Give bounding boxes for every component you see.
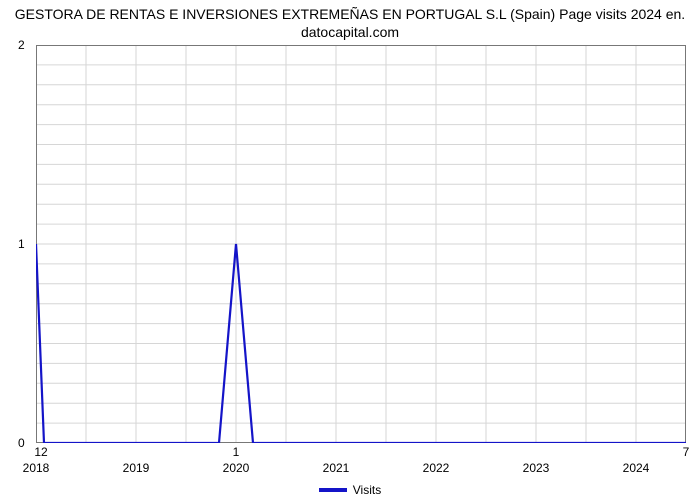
legend: Visits [0,479,700,497]
legend-swatch [319,488,347,492]
x-tick-label: 2021 [323,461,350,475]
chart-title: GESTORA DE RENTAS E INVERSIONES EXTREMEÑ… [0,6,700,41]
x-tick-label: 2024 [623,461,650,475]
chart-container: { "chart": { "type": "line", "title": "G… [0,0,700,500]
x-tick-label: 2022 [423,461,450,475]
legend-label: Visits [353,483,381,497]
y-tick-label: 2 [18,38,25,52]
chart-svg [36,45,686,443]
y-tick-label: 0 [18,436,25,450]
plot-area [36,45,686,443]
x-tick-label: 2020 [223,461,250,475]
data-label: 7 [683,445,690,459]
x-tick-label: 2018 [23,461,50,475]
legend-item-visits: Visits [319,483,381,497]
y-tick-label: 1 [18,237,25,251]
x-tick-label: 2019 [123,461,150,475]
data-label: 1 [233,445,240,459]
x-tick-label: 2023 [523,461,550,475]
data-label: 12 [34,445,47,459]
